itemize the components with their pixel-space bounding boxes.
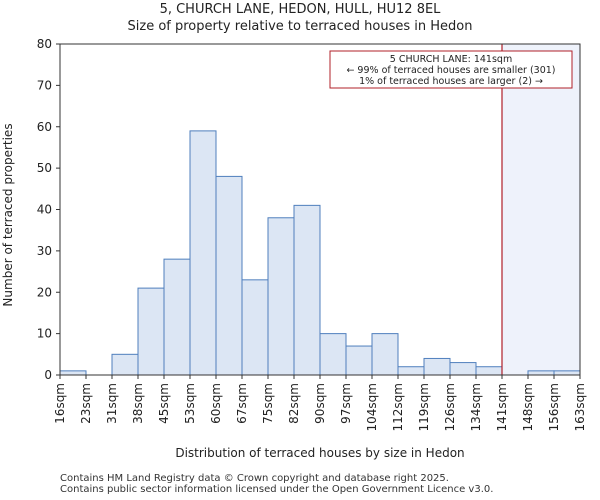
bar-16sqm (59, 370, 87, 376)
y-tick-label-0: 0 (44, 368, 52, 382)
bar-31sqm (111, 353, 139, 376)
x-tick-label-163sqm: 163sqm (573, 383, 587, 431)
y-tick-label-70: 70 (37, 78, 52, 92)
bar-60sqm (215, 175, 243, 376)
x-tick-label-112sqm: 112sqm (391, 383, 405, 431)
bar-112sqm (397, 366, 425, 376)
bar-67sqm (241, 279, 269, 376)
x-tick-label-126sqm: 126sqm (443, 383, 457, 431)
x-tick-label-67sqm: 67sqm (235, 383, 249, 424)
bar-45sqm (163, 258, 191, 376)
y-tick-label-50: 50 (37, 161, 52, 175)
footer-line-1: Contains HM Land Registry data © Crown c… (60, 473, 449, 484)
x-tick-label-104sqm: 104sqm (365, 383, 379, 431)
x-tick-label-45sqm: 45sqm (157, 383, 171, 424)
x-tick-label-119sqm: 119sqm (417, 383, 431, 431)
bar-156sqm (553, 370, 581, 376)
bar-119sqm (423, 357, 451, 376)
bar-90sqm (319, 333, 347, 376)
bar-82sqm (293, 204, 321, 376)
y-axis-label: Number of terraced properties (1, 123, 15, 306)
annotation-line-2: ← 99% of terraced houses are smaller (30… (346, 65, 555, 76)
bar-97sqm (345, 345, 373, 376)
annotation-line-1: 5 CHURCH LANE: 141sqm (390, 54, 512, 65)
x-tick-label-148sqm: 148sqm (521, 383, 535, 431)
y-tick-label-40: 40 (37, 203, 52, 217)
bars-group (59, 130, 581, 376)
x-tick-label-31sqm: 31sqm (105, 383, 119, 424)
y-ticks-group: 0 10 20 30 40 50 60 70 80 (37, 37, 60, 382)
bar-53sqm (189, 130, 217, 376)
y-tick-label-60: 60 (37, 120, 52, 134)
bar-104sqm (371, 333, 399, 376)
bar-75sqm (267, 217, 295, 376)
x-tick-label-141sqm: 141sqm (495, 383, 509, 431)
x-tick-label-156sqm: 156sqm (547, 383, 561, 431)
y-tick-label-30: 30 (37, 244, 52, 258)
chart-subtitle: Size of property relative to terraced ho… (127, 19, 473, 34)
chart-title: 5, CHURCH LANE, HEDON, HULL, HU12 8EL (159, 2, 441, 17)
y-tick-label-80: 80 (37, 37, 52, 51)
x-tick-label-82sqm: 82sqm (287, 383, 301, 424)
bar-38sqm (137, 287, 165, 376)
x-tick-label-53sqm: 53sqm (183, 383, 197, 424)
x-tick-label-38sqm: 38sqm (131, 383, 145, 424)
bar-126sqm (449, 362, 477, 376)
y-tick-label-20: 20 (37, 285, 52, 299)
x-axis-label: Distribution of terraced houses by size … (175, 446, 464, 460)
x-tick-label-97sqm: 97sqm (339, 383, 353, 424)
x-ticks-group: 16sqm 23sqm 31sqm 38sqm 45sqm 53sqm 60sqm 67sqm… (53, 375, 587, 431)
x-tick-label-60sqm: 60sqm (209, 383, 223, 424)
annotation-line-3: 1% of terraced houses are larger (2) → (359, 76, 543, 87)
x-tick-label-23sqm: 23sqm (79, 383, 93, 424)
bar-134sqm (475, 366, 503, 376)
footer-line-2: Contains public sector information licen… (60, 484, 494, 495)
larger-region-highlight (502, 44, 580, 375)
x-tick-label-90sqm: 90sqm (313, 383, 327, 424)
bar-148sqm (527, 370, 555, 376)
x-tick-label-16sqm: 16sqm (53, 383, 67, 424)
x-tick-label-134sqm: 134sqm (469, 383, 483, 431)
x-tick-label-75sqm: 75sqm (261, 383, 275, 424)
annotation-box: 5 CHURCH LANE: 141sqm ← 99% of terraced … (329, 50, 573, 89)
y-tick-label-10: 10 (37, 327, 52, 341)
